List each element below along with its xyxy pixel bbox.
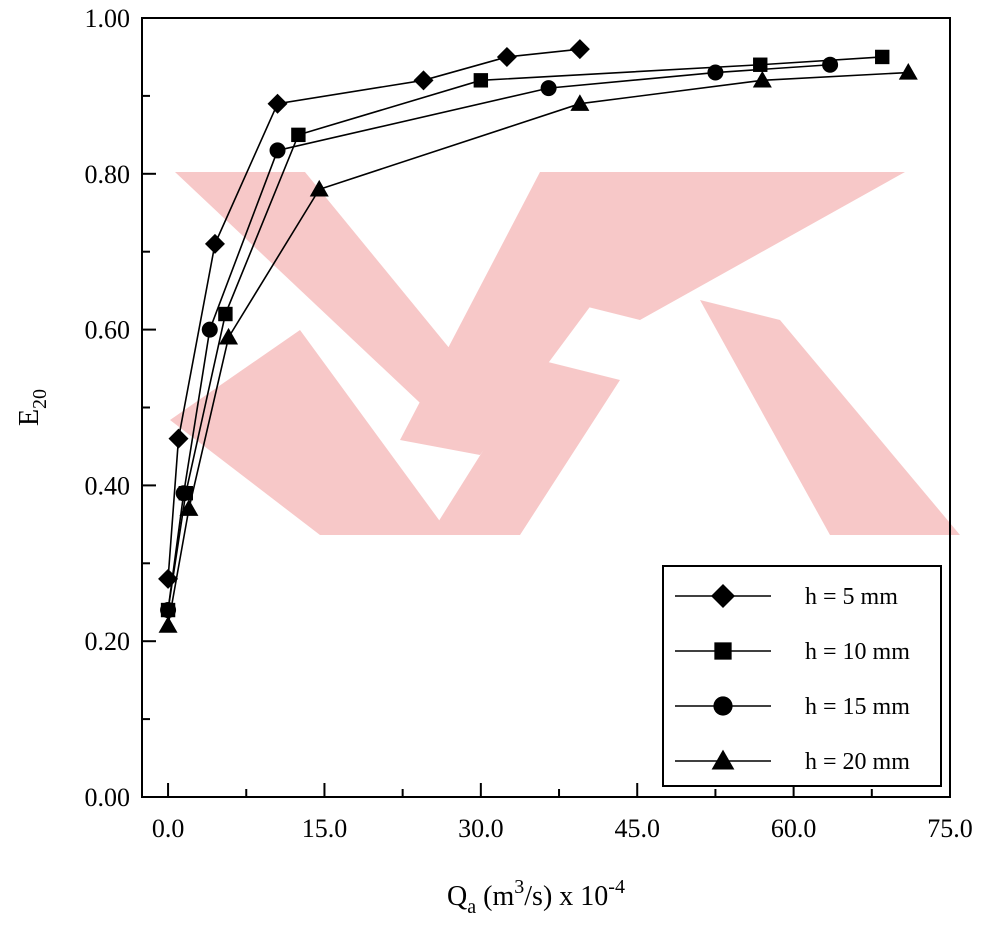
y-tick-label: 0.80 (85, 160, 131, 189)
y-tick-label: 0.20 (85, 627, 131, 656)
y-tick-label: 1.00 (85, 4, 131, 33)
legend: h = 5 mm h = 10 mm h = 15 mm h = 20 mm (662, 565, 942, 787)
legend-box (662, 565, 942, 787)
legend-item: h = 10 mm (675, 639, 910, 665)
data-point-circle (540, 80, 557, 97)
y-tick-label: 0.40 (85, 471, 131, 500)
y-tick-label: 0.00 (85, 783, 131, 812)
x-tick-label: 60.0 (771, 814, 817, 843)
data-point-square (875, 49, 890, 65)
x-tick-label: 15.0 (302, 814, 348, 843)
data-point-circle (175, 485, 192, 502)
data-point-diamond (267, 93, 288, 114)
data-point-triangle (158, 616, 178, 633)
data-point-square (218, 306, 233, 322)
watermark-logo (170, 172, 960, 535)
data-point-triangle (309, 179, 329, 197)
data-point-square (753, 57, 768, 72)
series-1 (158, 39, 590, 589)
data-point-diamond (413, 70, 434, 91)
data-point-circle (269, 142, 286, 159)
data-point-diamond (496, 46, 517, 67)
data-point-triangle (898, 63, 918, 80)
data-point-circle (201, 321, 218, 338)
y-axis-label: E20 (14, 389, 51, 426)
data-point-circle (160, 602, 177, 619)
data-point-triangle (752, 70, 772, 88)
legend-item: h = 5 mm (675, 584, 898, 610)
legend-label: h = 15 mm (805, 694, 910, 720)
data-point-circle (713, 696, 733, 716)
data-point-diamond (711, 584, 735, 608)
x-tick-label: 45.0 (614, 814, 660, 843)
legend-item: h = 15 mm (675, 694, 910, 720)
data-point-diamond (569, 39, 590, 60)
data-point-triangle (219, 327, 239, 345)
data-point-square (714, 642, 732, 660)
series-4 (158, 63, 918, 633)
legend-label: h = 20 mm (805, 749, 910, 775)
y-tick-label: 0.60 (85, 316, 131, 345)
data-point-circle (822, 56, 839, 73)
legend-label: h = 10 mm (805, 639, 910, 665)
x-tick-label: 75.0 (927, 814, 973, 843)
legend-label: h = 5 mm (805, 584, 898, 610)
series-3 (160, 56, 839, 619)
data-point-square (473, 73, 489, 88)
data-point-triangle (711, 749, 735, 770)
data-point-circle (707, 64, 724, 81)
legend-item: h = 20 mm (675, 749, 910, 775)
data-point-diamond (168, 428, 189, 449)
data-point-triangle (179, 499, 199, 516)
data-point-square (291, 127, 306, 143)
x-tick-label: 30.0 (458, 814, 504, 843)
data-point-diamond (204, 233, 225, 254)
data-point-triangle (570, 94, 590, 111)
x-axis-label: Qa (m3/s) x 10-4 (447, 876, 625, 918)
x-tick-label: 0.0 (152, 814, 185, 843)
